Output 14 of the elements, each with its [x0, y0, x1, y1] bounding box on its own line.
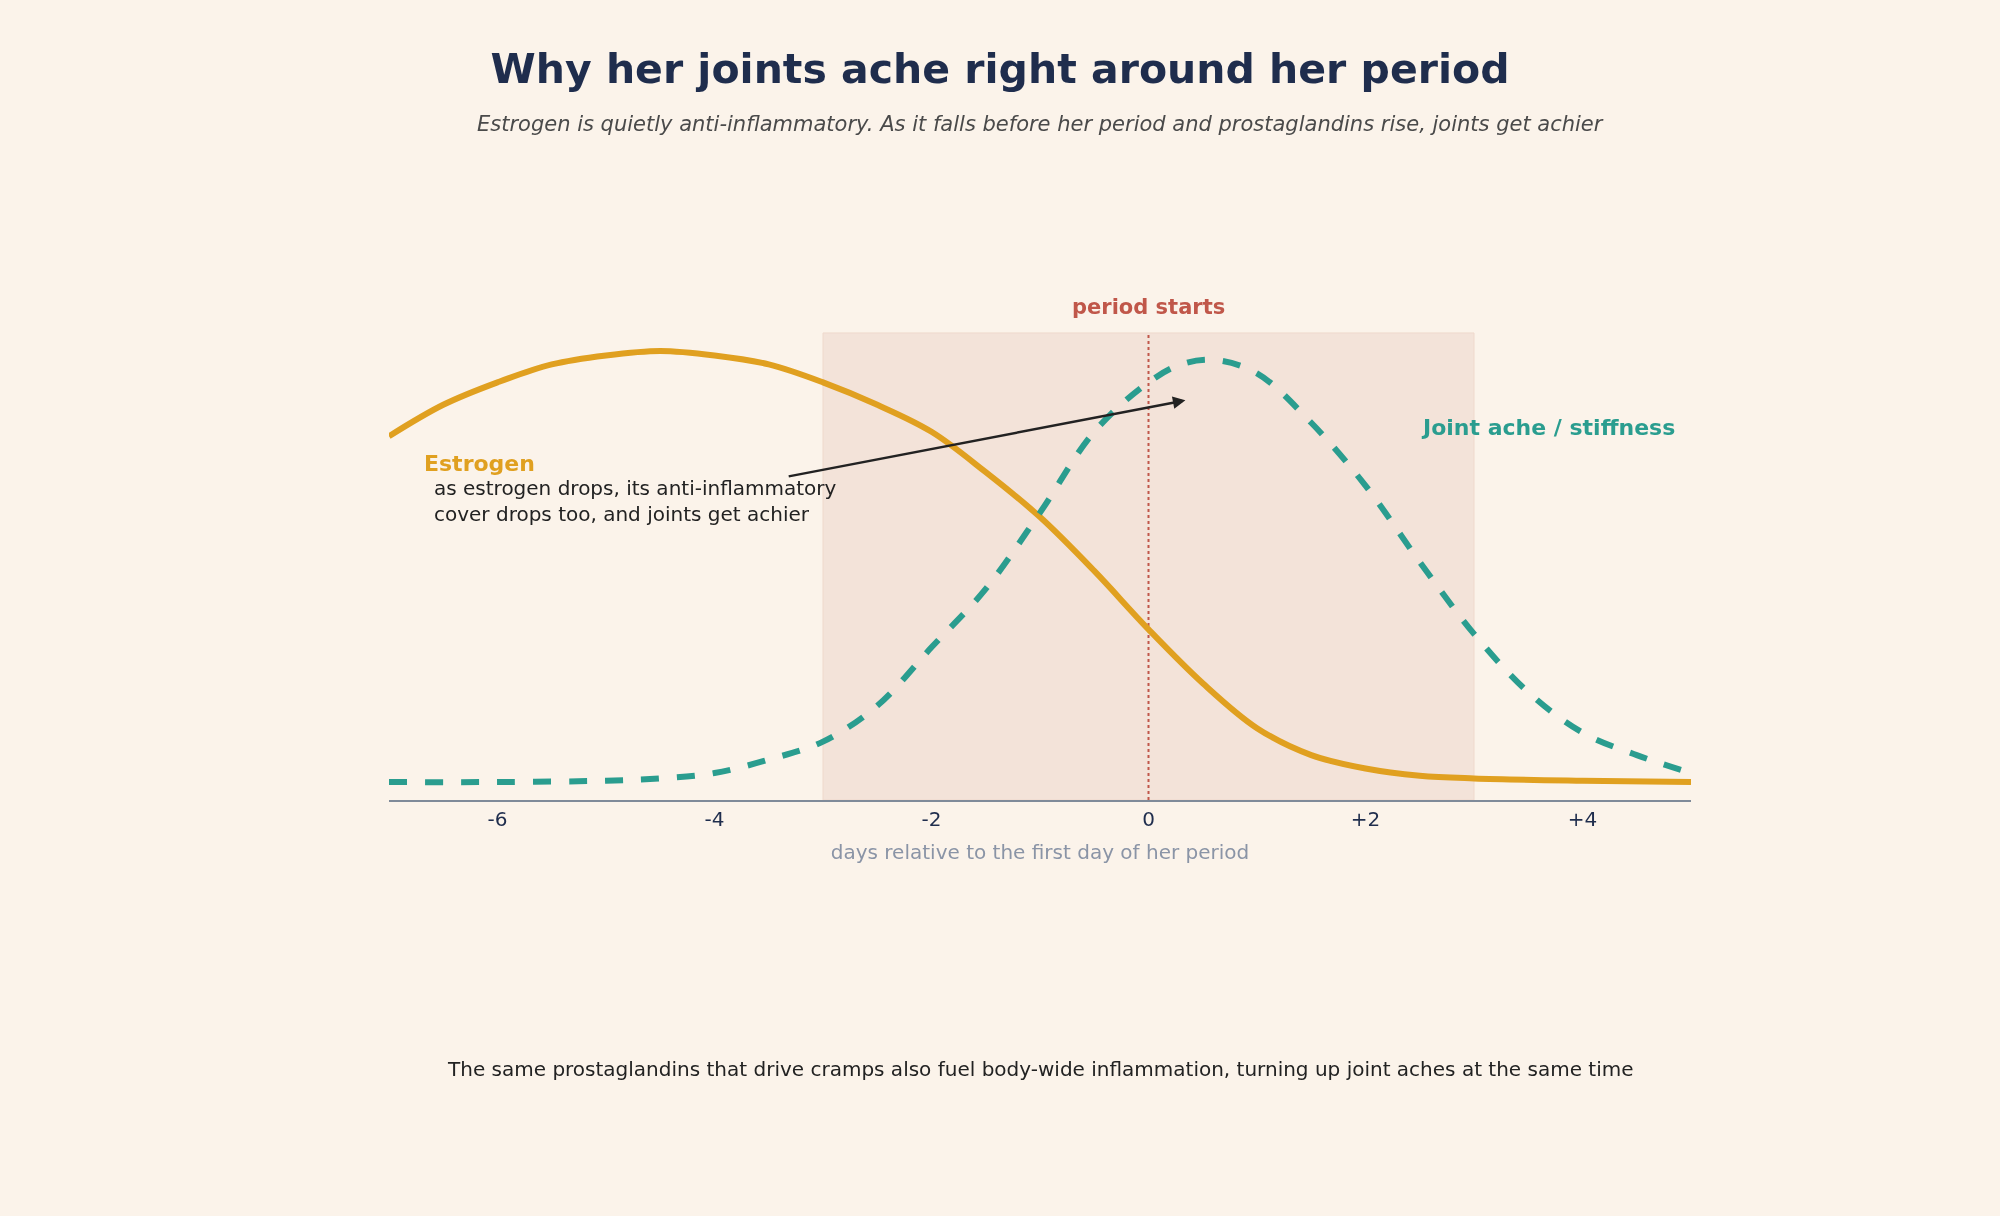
- x-tick-label: 0: [1142, 807, 1155, 831]
- text: The same prostaglandins that drive cramps also fuel body-wide inflammation, turning up joint aches at the same time: [447, 1057, 1634, 1081]
- text: Joint ache / stiffness: [1421, 415, 1676, 440]
- chart-subtitle: Estrogen is quietly anti-inflammatory. As it falls before her period and prostaglandins rise, joints get achier: [477, 112, 1604, 136]
- ref-line-label: period starts: [1072, 295, 1226, 319]
- chart-title: Why her joints ache right around her period: [490, 45, 1510, 94]
- x-tick-label: -6: [487, 807, 508, 831]
- x-tick-label: -4: [704, 807, 725, 831]
- x-tick-label: +2: [1350, 807, 1381, 831]
- series-label: Estrogen: [424, 451, 535, 476]
- annotation: as estrogen drops, its anti-inflammatory cover drops too, and joints get achier: [434, 476, 837, 526]
- x-axis-title: days relative to the first day of her period: [830, 840, 1250, 864]
- x-tick-label: -2: [921, 807, 942, 831]
- x-tick-label: +4: [1567, 807, 1598, 831]
